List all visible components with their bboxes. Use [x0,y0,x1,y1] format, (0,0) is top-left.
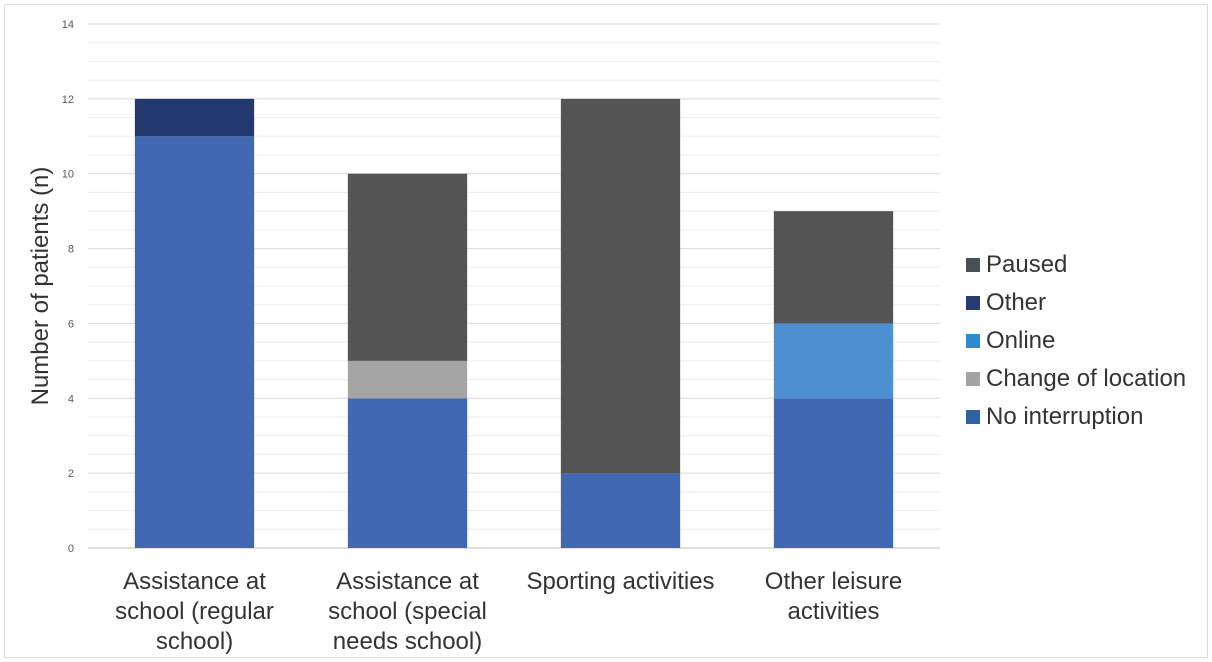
legend-swatch [966,410,980,424]
y-tick-label: 8 [68,244,74,256]
bar-segment [560,98,681,474]
y-tick-label: 10 [62,169,74,181]
bar-segment [773,323,894,399]
x-tick-label-line: Assistance at [123,568,266,595]
y-tick-label: 12 [62,94,74,106]
legend-label: Other [986,289,1047,316]
legend-item: No interruption [966,398,1186,436]
legend-swatch [966,258,980,272]
legend-swatch [966,296,980,310]
bar-segment [560,473,681,548]
x-tick-label-line: needs school) [333,628,482,655]
x-tick-label: Assistance at school (special needs school… [328,568,487,655]
x-tick-label-line: Other leisure [765,568,902,595]
x-tick-label-line: Sporting activities [526,568,714,595]
x-tick-label-line: school (regular [115,598,274,625]
x-tick-label: Assistance at school (regular school) [115,568,274,655]
bar-segment [134,98,255,137]
legend-swatch [966,334,980,348]
legend-label: No interruption [986,403,1144,430]
x-tick-label: Sporting activities [526,568,714,595]
bar-segment [347,360,468,399]
bar-segment [134,136,255,549]
x-tick-label-line: Assistance at [336,568,479,595]
legend-label: Paused [986,251,1068,278]
bar-segment [347,398,468,548]
chart-legend: Paused Other Online Change of location No in… [966,246,1186,436]
legend-item: Other [966,284,1186,322]
chart-frame [4,4,1208,658]
y-tick-label: 4 [68,393,74,405]
legend-item: Paused [966,246,1186,284]
x-tick-label-line: school (special [328,598,487,625]
legend-label: Online [986,327,1056,354]
bar-segment [773,398,894,548]
x-tick-label-line: activities [787,598,879,625]
y-tick-label: 0 [68,543,74,555]
x-tick-label-line: school) [156,628,233,655]
y-axis-title: Number of patients (n) [27,167,54,406]
y-tick-label: 2 [68,468,74,480]
bar-segment [347,173,468,361]
legend-label: Change of location [986,365,1187,392]
legend-item: Change of location [966,360,1186,398]
y-tick-label: 6 [68,318,74,330]
legend-swatch [966,372,980,386]
legend-item: Online [966,322,1186,360]
y-tick-label: 14 [62,19,74,31]
bar-segment [773,211,894,324]
x-tick-label: Other leisure activities [765,568,902,625]
